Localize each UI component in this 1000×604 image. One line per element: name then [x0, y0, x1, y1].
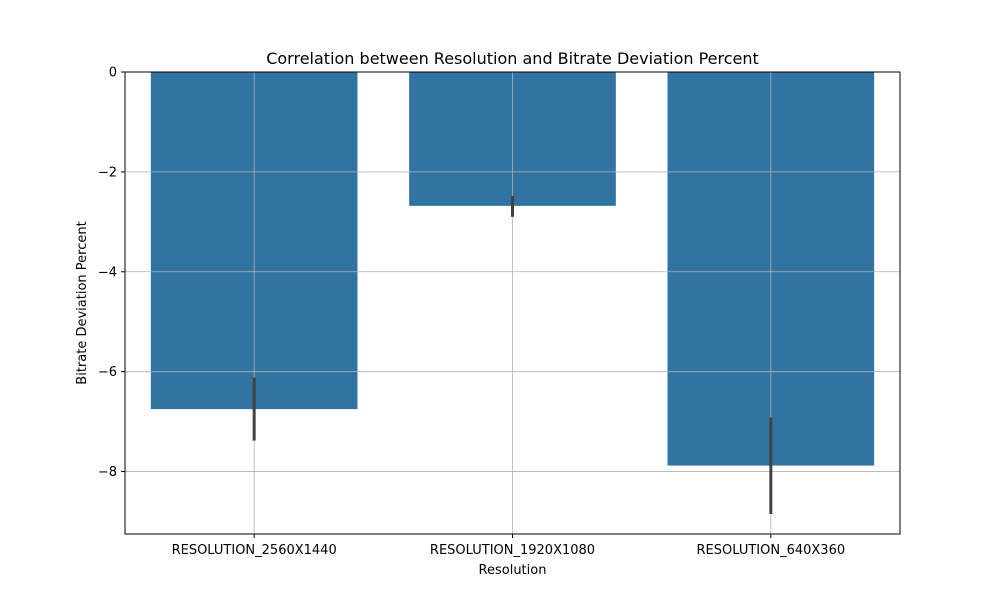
x-tick-label-2: RESOLUTION_640X360 [697, 543, 846, 558]
x-tick-label-0: RESOLUTION_2560X1440 [172, 543, 337, 558]
chart-title: Correlation between Resolution and Bitra… [266, 49, 759, 68]
x-axis-label: Resolution [479, 563, 547, 578]
y-tick-label-2: −4 [98, 265, 117, 280]
y-tick-label-3: −6 [98, 365, 117, 380]
y-tick-label-4: −8 [98, 465, 117, 480]
y-axis-label: Bitrate Deviation Percent [75, 221, 90, 384]
x-tick-label-1: RESOLUTION_1920X1080 [430, 543, 595, 558]
y-tick-label-0: 0 [109, 66, 117, 81]
error-bars-layer [252, 195, 773, 515]
y-axis-ticks: 0 −2 −4 −6 −8 [98, 66, 125, 480]
y-tick-label-1: −2 [98, 165, 117, 180]
x-axis-ticks: RESOLUTION_2560X1440 RESOLUTION_1920X1080… [172, 534, 846, 558]
